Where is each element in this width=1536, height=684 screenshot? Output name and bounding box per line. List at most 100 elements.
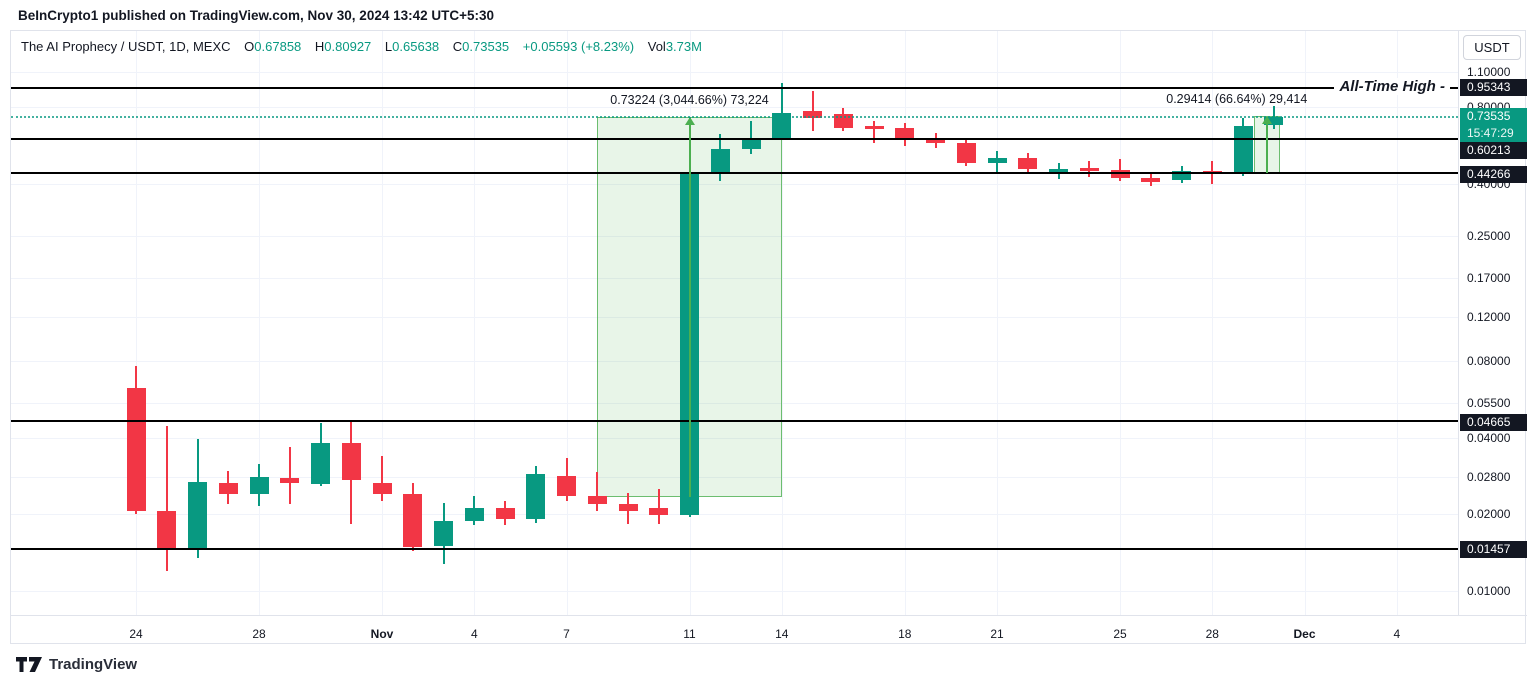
price-tick-label: 0.05500 <box>1467 395 1511 410</box>
time-tick-label: Nov <box>370 627 394 641</box>
all-time-high-label: All-Time High - <box>1334 77 1450 95</box>
grid-hline <box>11 235 1458 237</box>
footer: TradingView <box>16 656 137 673</box>
candle-body <box>926 139 945 143</box>
drawn-price-line[interactable] <box>11 419 1458 422</box>
measure-arrow-head <box>684 116 695 125</box>
price-line-badge: 0.04665 <box>1460 414 1527 432</box>
drawn-price-line[interactable] <box>11 137 1458 140</box>
grid-vline <box>1304 31 1306 615</box>
candle-body <box>188 482 207 550</box>
ohlc-high: H0.80927 <box>314 39 372 54</box>
grid-hline <box>11 361 1458 363</box>
candle-wick <box>811 91 814 131</box>
price-tick-label: 0.04000 <box>1467 430 1511 445</box>
grid-hline <box>11 107 1458 109</box>
candle-body <box>341 443 361 481</box>
brand-name[interactable]: TradingView <box>49 656 138 673</box>
attribution-text: BeInCrypto1 published on TradingView.com… <box>18 8 495 23</box>
grid-vline <box>474 31 476 615</box>
chart-legend: The AI Prophecy / USDT, 1D, MEXC O0.6785… <box>21 39 712 54</box>
candle-wick <box>165 425 168 571</box>
grid-hline <box>11 514 1458 516</box>
grid-vline <box>1120 31 1121 615</box>
symbol-title: The AI Prophecy / USDT, 1D, MEXC <box>21 39 231 54</box>
candle-body <box>956 143 976 164</box>
grid-hline <box>11 437 1458 439</box>
drawn-price-line[interactable] <box>11 548 1458 551</box>
measure-label: 0.73224 (3,044.66%) 73,224 <box>610 92 769 107</box>
candle-body <box>526 474 546 519</box>
chart-pane[interactable]: 0.73224 (3,044.66%) 73,224 0.29414 (66.64… <box>11 31 1458 615</box>
candle-body <box>403 493 423 547</box>
price-tick-label: 0.17000 <box>1467 271 1511 286</box>
candle-body <box>557 475 576 497</box>
grid-vline <box>382 31 383 615</box>
candle-body <box>495 508 515 519</box>
candle-wick <box>381 456 383 501</box>
candle-body <box>833 114 853 129</box>
price-tick-label: 0.01000 <box>1467 583 1511 598</box>
candle-wick <box>596 472 599 512</box>
volume: Vol3.73M <box>647 39 702 54</box>
candle-body <box>741 139 761 149</box>
price-tick-label: 0.02000 <box>1467 507 1511 522</box>
candle-body <box>895 128 915 138</box>
price-line-badge: 0.01457 <box>1460 540 1527 558</box>
grid-vline <box>259 31 260 615</box>
candle-wick <box>657 488 660 525</box>
candle-body <box>1233 126 1253 174</box>
time-tick-label: Dec <box>1293 627 1316 641</box>
price-line-badge: 0.95343 <box>1460 79 1527 97</box>
candle-body <box>710 149 730 174</box>
grid-vline <box>781 31 783 615</box>
price-tick-label: 0.08000 <box>1467 354 1511 369</box>
candle-body <box>803 111 822 118</box>
time-tick-label: 21 <box>990 627 1004 641</box>
candle-body <box>1079 168 1099 171</box>
candle-body <box>864 126 884 130</box>
price-line-badge: 0.44266 <box>1460 166 1527 183</box>
drawn-price-line[interactable] <box>11 171 1458 174</box>
candle-body <box>1264 116 1284 126</box>
price-tick-label: 1.10000 <box>1467 65 1511 79</box>
change-value: +0.05593 (+8.23%) <box>522 39 635 54</box>
price-line-badge: 0.60213 <box>1460 142 1527 159</box>
candle-body <box>649 508 669 515</box>
candle-body <box>1172 170 1191 180</box>
candle-body <box>1018 157 1038 169</box>
currency-button[interactable]: USDT <box>1463 35 1521 60</box>
grid-hline <box>11 278 1458 280</box>
price-tick-label: 0.02800 <box>1467 470 1511 485</box>
time-axis[interactable]: 24 28 Nov 4 7 11 14 18 21 25 28 Dec 4 <box>11 615 1527 645</box>
measure-arrow-head <box>1261 116 1272 125</box>
candle-wick <box>873 121 875 144</box>
grid-vline <box>997 31 998 615</box>
candle-body <box>126 387 146 512</box>
candle-body <box>772 113 792 140</box>
current-price-dotted-line <box>11 115 1458 118</box>
time-tick-label: 4 <box>1393 627 1401 641</box>
grid-vline <box>566 31 568 615</box>
candle-body <box>280 478 300 483</box>
measure-label: 0.29414 (66.64%) 29,414 <box>1166 92 1308 107</box>
time-tick-label: 28 <box>252 627 266 641</box>
grid-vline <box>1212 31 1214 615</box>
price-axis[interactable]: 1.100000.800000.400000.250000.170000.120… <box>1458 31 1527 615</box>
time-tick-label: 18 <box>898 627 912 641</box>
grid-hline <box>11 72 1458 73</box>
chart-card: 0.73224 (3,044.66%) 73,224 0.29414 (66.64… <box>10 30 1527 645</box>
candle-body <box>434 521 453 547</box>
drawn-price-line[interactable] <box>11 86 1458 89</box>
candle-body <box>987 157 1007 163</box>
time-tick-label: 7 <box>563 627 570 641</box>
time-tick-label: 24 <box>129 627 143 641</box>
ohlc-close: C0.73535 <box>452 39 510 54</box>
candle-wick <box>780 83 783 140</box>
candle-body <box>464 508 484 522</box>
tradingview-logo-icon[interactable] <box>16 657 42 672</box>
candle-body <box>1110 169 1130 178</box>
time-tick-label: 25 <box>1113 627 1127 641</box>
grid-vline <box>1396 31 1398 615</box>
grid-hline <box>11 183 1458 185</box>
